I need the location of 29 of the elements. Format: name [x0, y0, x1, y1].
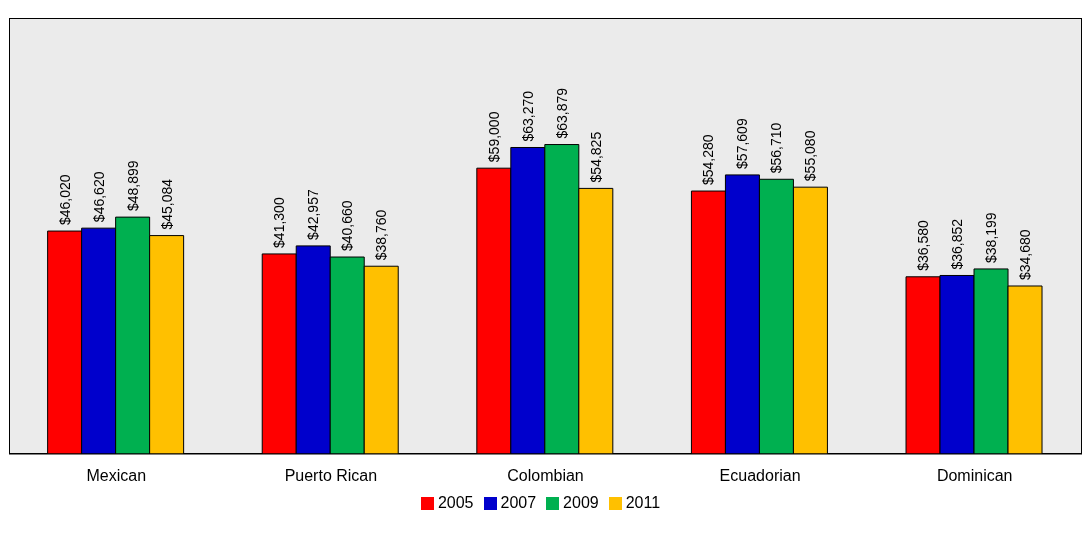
data-label: $36,580: [915, 219, 932, 271]
data-label: $55,080: [802, 130, 819, 182]
data-label: $46,620: [90, 171, 107, 223]
x-tick-label: Dominican: [936, 467, 1013, 485]
data-label: $59,000: [485, 111, 502, 163]
legend-label: 2007: [500, 494, 537, 511]
data-label: $63,879: [553, 87, 570, 139]
data-label: $57,609: [734, 118, 751, 169]
data-label: $63,270: [519, 90, 536, 142]
legend-label: 2009: [563, 494, 599, 511]
data-label: $40,660: [339, 200, 356, 252]
data-label: $38,760: [373, 209, 390, 261]
data-label: $46,020: [56, 174, 73, 226]
data-label: $48,899: [124, 160, 141, 212]
data-label: $54,825: [587, 131, 604, 183]
data-label: $54,280: [700, 134, 717, 186]
data-label: $34,680: [1017, 229, 1034, 280]
data-label: $41,300: [271, 197, 288, 248]
x-tick-label: Colombian: [507, 467, 584, 485]
data-label: $45,084: [158, 178, 175, 230]
data-label: $42,957: [305, 189, 322, 240]
x-tick-label: Puerto Rican: [284, 467, 378, 485]
data-label: $38,199: [983, 212, 1000, 263]
x-tick-label: Ecuadorian: [719, 467, 801, 485]
data-label: $56,710: [768, 122, 785, 174]
legend-label: 2011: [625, 494, 661, 511]
legend-label: 2005: [437, 494, 474, 511]
data-label: $36,852: [949, 218, 966, 270]
x-tick-label: Mexican: [86, 467, 147, 485]
